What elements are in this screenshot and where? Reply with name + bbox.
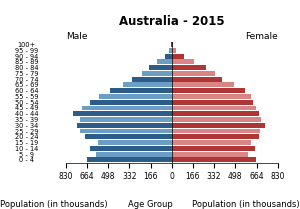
Bar [110, 88, 172, 93]
Bar [132, 77, 172, 82]
Bar [142, 71, 172, 76]
Bar [74, 111, 172, 116]
Bar [172, 54, 184, 59]
Bar [172, 117, 261, 122]
Bar [172, 77, 221, 82]
Bar [85, 134, 172, 139]
Bar [172, 65, 206, 70]
Bar [80, 117, 172, 122]
Bar [157, 59, 172, 64]
Bar [90, 146, 172, 151]
Text: Male: Male [66, 32, 87, 41]
Bar [172, 71, 215, 76]
Bar [87, 157, 172, 162]
Bar [172, 59, 194, 64]
Bar [172, 157, 256, 162]
Text: Female: Female [245, 32, 278, 41]
Bar [77, 123, 172, 128]
Bar [172, 88, 244, 93]
Bar [172, 100, 254, 105]
Bar [165, 54, 172, 59]
Bar [169, 48, 172, 53]
Bar [82, 106, 172, 110]
Bar [149, 65, 172, 70]
Bar [172, 134, 259, 139]
Bar [123, 83, 172, 87]
Bar [172, 123, 265, 128]
Bar [172, 42, 173, 47]
Bar [172, 146, 255, 151]
Bar [172, 83, 234, 87]
Bar [172, 152, 248, 157]
Text: Population (in thousands): Population (in thousands) [0, 200, 108, 209]
Bar [80, 129, 172, 134]
Title: Australia - 2015: Australia - 2015 [119, 15, 224, 28]
Bar [172, 140, 251, 145]
Bar [98, 140, 172, 145]
Bar [172, 129, 260, 134]
Bar [172, 111, 259, 116]
Bar [96, 152, 172, 157]
Bar [172, 48, 176, 53]
Bar [90, 100, 172, 105]
Bar [172, 94, 251, 99]
Text: Age Group: Age Group [128, 200, 172, 209]
Bar [171, 42, 172, 47]
Bar [172, 106, 256, 110]
Text: Population (in thousands): Population (in thousands) [192, 200, 300, 209]
Bar [99, 94, 172, 99]
